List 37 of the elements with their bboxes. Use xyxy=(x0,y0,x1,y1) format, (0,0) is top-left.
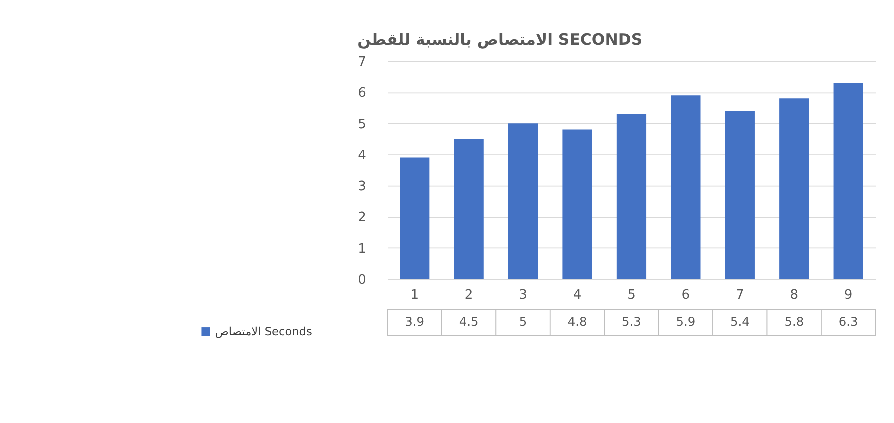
legend-label: الامتصاص Seconds xyxy=(215,324,312,338)
data-label: 6.3 xyxy=(838,315,858,330)
data-label: 5 xyxy=(519,315,528,330)
y-tick-label: 1 xyxy=(358,242,366,257)
bar xyxy=(725,111,755,280)
data-label: 5.3 xyxy=(622,315,642,330)
chart-title: الامتصاص بالنسبة للقطن SECONDS xyxy=(358,30,643,49)
x-tick-label: 5 xyxy=(628,288,636,303)
data-label: 5.9 xyxy=(676,315,696,330)
y-tick-label: 3 xyxy=(358,180,366,195)
x-tick-label: 6 xyxy=(682,288,690,303)
data-label: 5.8 xyxy=(784,315,804,330)
y-tick-label: 2 xyxy=(358,210,366,226)
y-tick-label: 5 xyxy=(358,117,366,132)
x-tick-label: 3 xyxy=(519,288,528,303)
data-label: 3.9 xyxy=(405,315,425,330)
x-tick-label: 9 xyxy=(844,288,853,303)
x-tick-label: 8 xyxy=(790,288,799,303)
y-tick-label: 7 xyxy=(358,55,366,70)
x-tick-label: 7 xyxy=(736,288,744,303)
y-tick-label: 4 xyxy=(358,148,366,164)
data-label: 4.8 xyxy=(568,315,588,330)
data-label: 4.5 xyxy=(459,315,479,330)
y-tick-label: 0 xyxy=(358,272,366,288)
bar xyxy=(834,83,864,280)
bar xyxy=(400,158,430,280)
x-tick-label: 4 xyxy=(573,288,582,303)
bar xyxy=(562,130,592,280)
bar xyxy=(508,124,538,280)
x-tick-label: 1 xyxy=(410,288,420,303)
bar xyxy=(671,96,701,280)
y-tick-label: 6 xyxy=(358,86,366,102)
bar xyxy=(780,98,810,280)
x-tick-label: 2 xyxy=(464,288,474,303)
bar xyxy=(454,139,484,280)
bar xyxy=(616,114,647,280)
data-label: 5.4 xyxy=(730,315,750,330)
